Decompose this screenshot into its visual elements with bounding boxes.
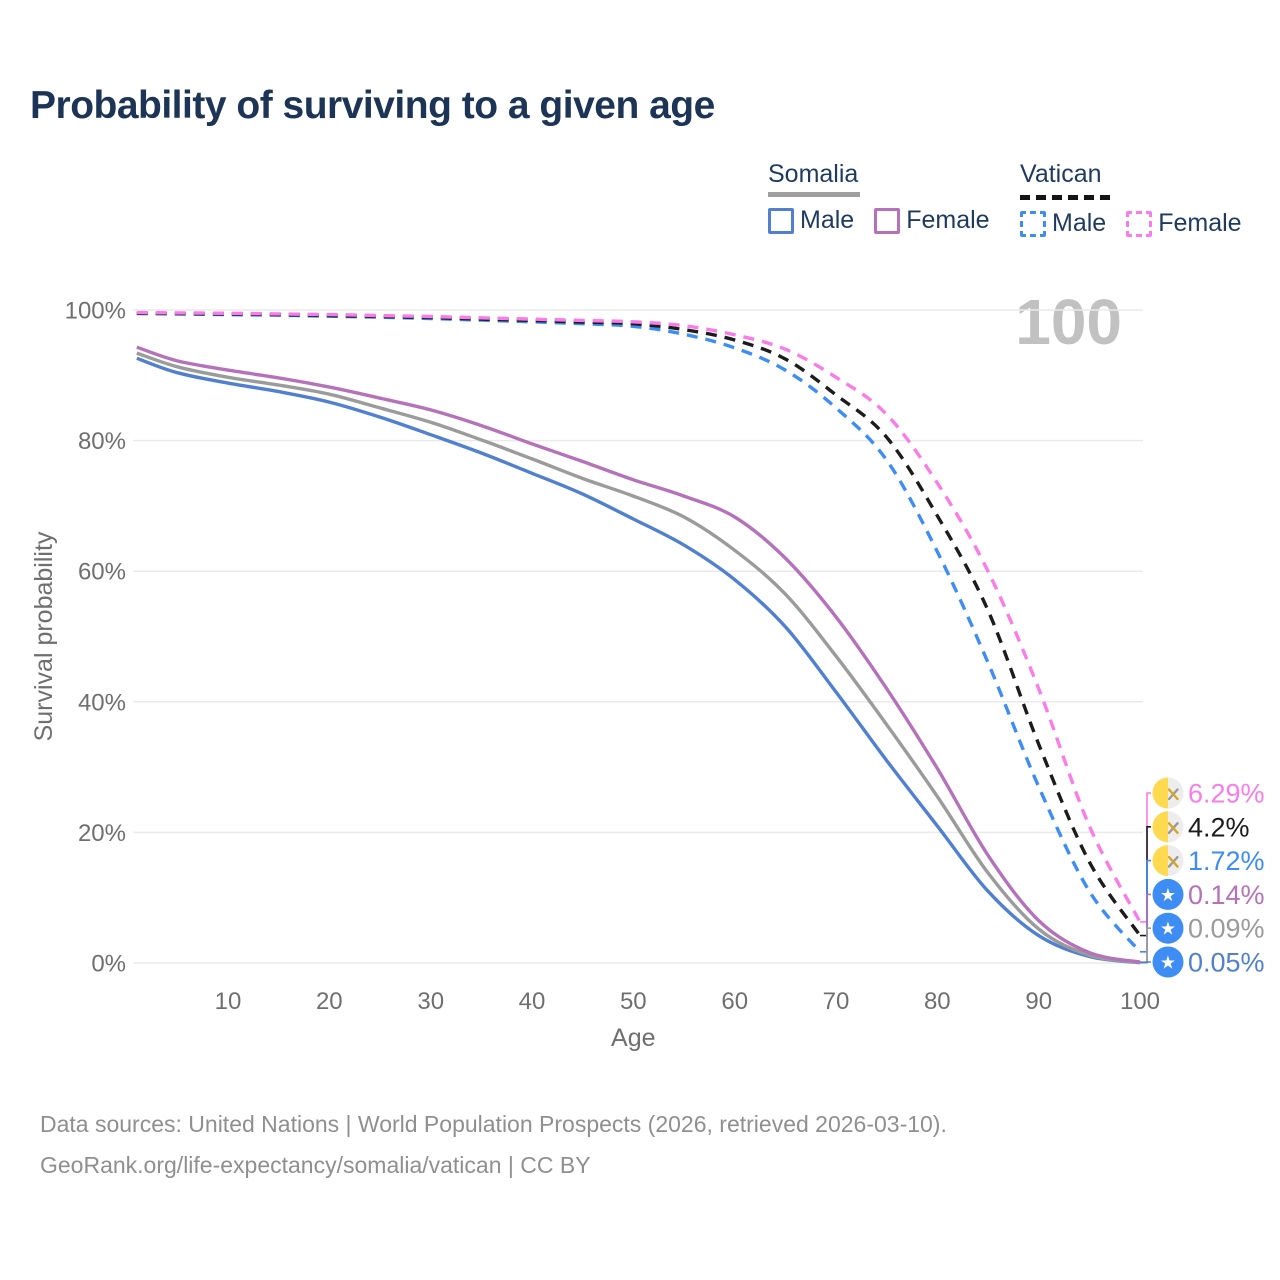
end-label-vatican-male: 1.72% bbox=[1140, 845, 1265, 953]
x-tick-label-100: 100 bbox=[1120, 988, 1160, 1015]
legend-country-vatican-label: Vatican bbox=[1020, 160, 1102, 188]
y-tick-label-40: 40% bbox=[78, 689, 126, 716]
y-tick-label-0: 0% bbox=[91, 951, 126, 978]
y-tick-label-100: 100% bbox=[65, 298, 126, 325]
legend-items-vatican: Male Female bbox=[1020, 209, 1262, 238]
line-vatican-combined bbox=[136, 311, 1142, 937]
somalia-male-swatch-icon bbox=[768, 207, 794, 234]
end-label-value: 0.14% bbox=[1188, 880, 1265, 910]
legend-group-somalia: Somalia Male Female bbox=[768, 160, 1010, 235]
legend-label-vatican-female: Female bbox=[1158, 209, 1242, 237]
vatican-dashed-line-swatch bbox=[1020, 195, 1110, 200]
x-tick-label-50: 50 bbox=[620, 988, 647, 1015]
x-tick-label-90: 90 bbox=[1025, 988, 1052, 1015]
end-label-value: 4.2% bbox=[1188, 812, 1250, 842]
line-chart-canvas: 0% 20% 40% 60% 80% 100% 10 20 30 40 50 60 70 80 90 100 A… bbox=[30, 298, 1265, 1053]
x-tick-label-80: 80 bbox=[924, 988, 951, 1015]
legend-item-vatican-male[interactable]: Male bbox=[1020, 209, 1106, 238]
end-label-somalia-male: ★ 0.05% bbox=[1140, 946, 1265, 978]
label-leader-line bbox=[1140, 961, 1151, 964]
age-counter-watermark: 100 bbox=[1015, 286, 1122, 358]
star-icon: ★ bbox=[1160, 919, 1176, 939]
end-label-value: 1.72% bbox=[1188, 846, 1265, 876]
footer: Data sources: United Nations | World Pop… bbox=[40, 1104, 947, 1186]
footer-data-sources: Data sources: United Nations | World Pop… bbox=[40, 1111, 947, 1137]
star-icon: ★ bbox=[1160, 953, 1176, 973]
legend-items-somalia: Male Female bbox=[768, 206, 1010, 235]
crossed-keys-icon bbox=[1167, 855, 1179, 868]
x-tick-label-60: 60 bbox=[721, 988, 748, 1015]
star-icon: ★ bbox=[1160, 885, 1176, 905]
end-label-value: 0.05% bbox=[1188, 948, 1265, 978]
footer-attribution: GeoRank.org/life-expectancy/somalia/vati… bbox=[40, 1152, 591, 1178]
y-tick-label-20: 20% bbox=[78, 820, 126, 847]
vatican-flag-yellow-half bbox=[1152, 845, 1168, 877]
legend-item-somalia-male[interactable]: Male bbox=[768, 206, 854, 235]
vatican-female-swatch-icon bbox=[1126, 210, 1153, 237]
legend-item-somalia-female[interactable]: Female bbox=[874, 206, 990, 235]
x-tick-label-30: 30 bbox=[417, 988, 444, 1015]
label-leader-line bbox=[1140, 792, 1151, 923]
somalia-solid-line-swatch bbox=[768, 192, 860, 197]
somalia-flag-icon bbox=[1152, 912, 1184, 944]
legend-item-vatican-female[interactable]: Female bbox=[1126, 209, 1242, 238]
y-tick-label-80: 80% bbox=[78, 428, 126, 455]
y-tick-label-60: 60% bbox=[78, 559, 126, 586]
legend-label-somalia-female: Female bbox=[906, 206, 990, 234]
x-axis-title: Age bbox=[611, 1024, 655, 1052]
line-somalia-female bbox=[136, 345, 1141, 964]
y-axis-title: Survival probability bbox=[30, 531, 58, 741]
label-leader-line bbox=[1140, 859, 1151, 953]
somalia-flag-icon bbox=[1152, 946, 1184, 978]
line-somalia-male bbox=[136, 356, 1141, 965]
end-label-value: 6.29% bbox=[1188, 779, 1265, 809]
legend-group-vatican: Vatican Male Female bbox=[1020, 160, 1262, 238]
x-tick-label-10: 10 bbox=[215, 988, 242, 1015]
somalia-female-swatch-icon bbox=[874, 207, 901, 234]
end-label-somalia-combined: ★ 0.09% bbox=[1140, 912, 1265, 964]
label-leader-line bbox=[1140, 927, 1151, 964]
somalia-flag-icon bbox=[1152, 878, 1184, 910]
legend-label-vatican-male: Male bbox=[1052, 209, 1107, 237]
page-title: Probability of surviving to a given age bbox=[30, 84, 715, 127]
x-tick-label-20: 20 bbox=[316, 988, 343, 1015]
legend-country-vatican: Vatican bbox=[1020, 160, 1262, 200]
legend-country-somalia: Somalia bbox=[768, 160, 1010, 197]
end-label-value: 0.09% bbox=[1188, 914, 1265, 944]
x-tick-label-70: 70 bbox=[823, 988, 850, 1015]
vatican-male-swatch-icon bbox=[1020, 210, 1046, 237]
legend-country-somalia-label: Somalia bbox=[768, 160, 859, 188]
label-leader-line bbox=[1140, 826, 1151, 937]
line-somalia-combined bbox=[136, 351, 1141, 965]
end-label-vatican-combined: 4.2% bbox=[1140, 811, 1250, 937]
vatican-flag-yellow-half bbox=[1152, 811, 1168, 843]
crossed-keys-icon bbox=[1167, 822, 1179, 834]
line-vatican-female bbox=[136, 310, 1142, 923]
crossed-keys-icon bbox=[1167, 788, 1179, 801]
vatican-flag-yellow-half bbox=[1152, 777, 1168, 809]
x-tick-label-40: 40 bbox=[519, 988, 546, 1015]
legend-label-somalia-male: Male bbox=[800, 206, 855, 234]
